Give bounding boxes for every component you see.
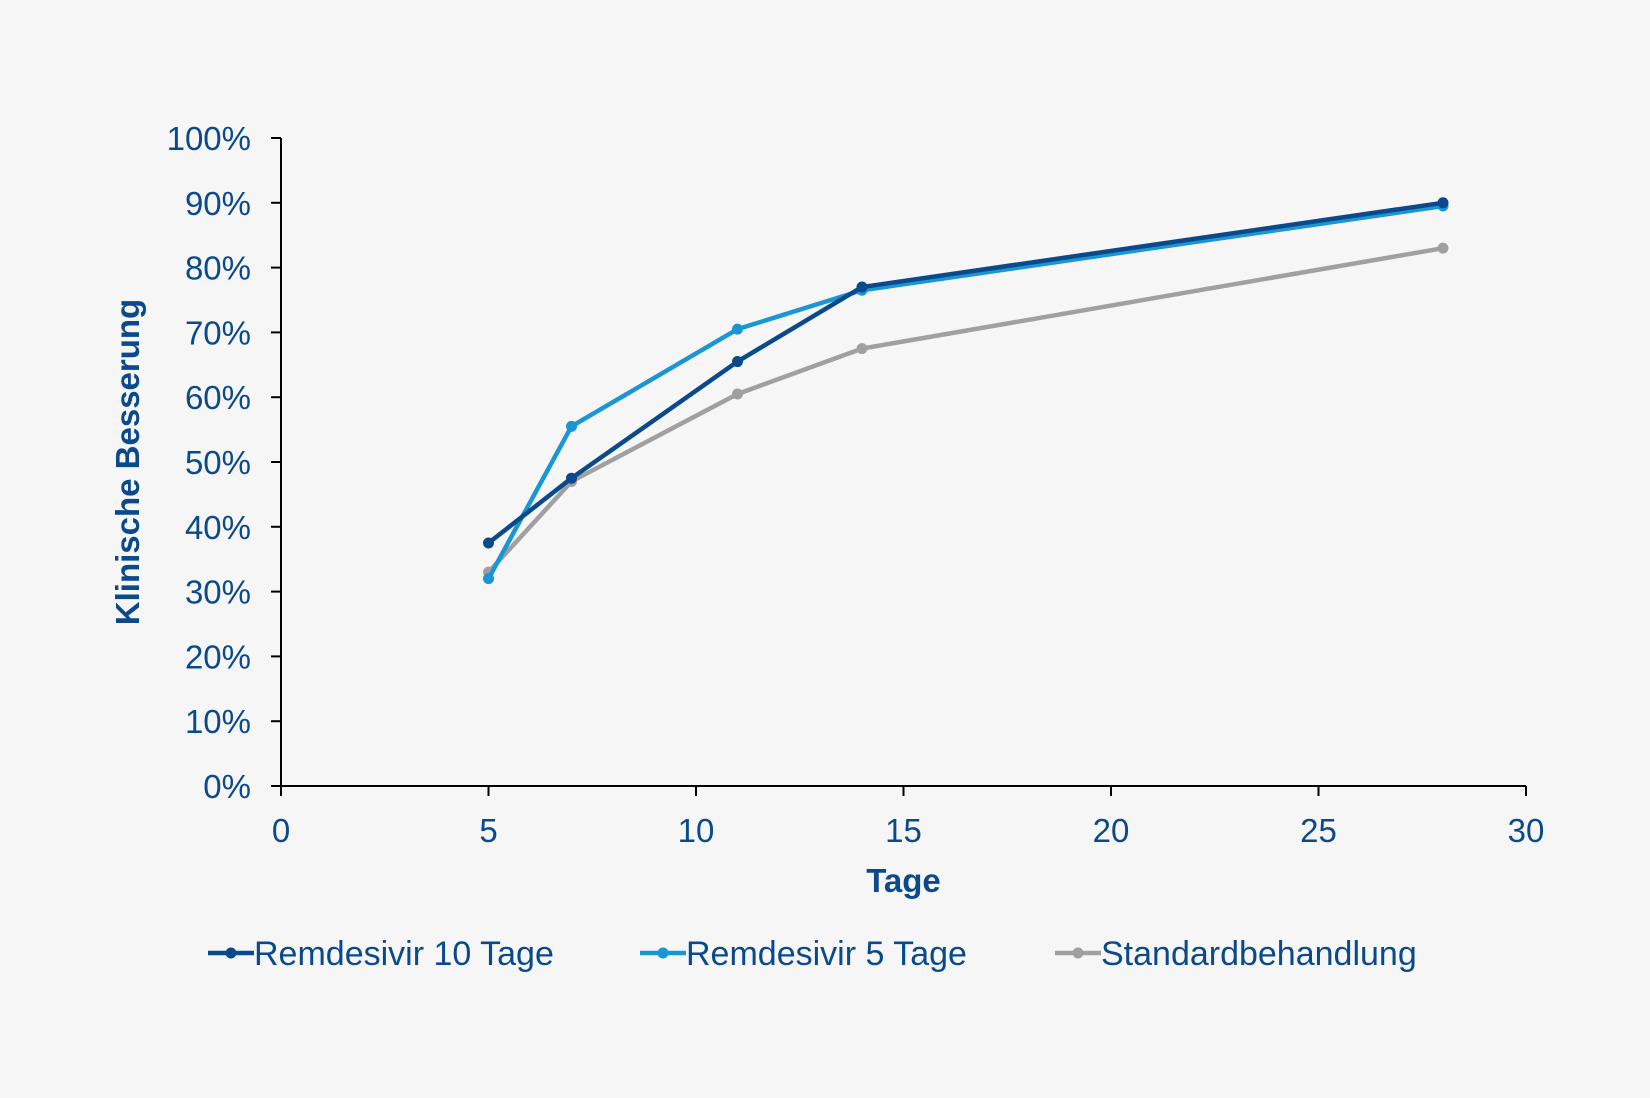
data-point: [483, 537, 494, 549]
legend-item: Standardbehandlung: [1055, 935, 1417, 973]
data-point: [732, 388, 743, 400]
y-axis-title: Klinische Besserung: [109, 299, 146, 625]
x-axis: 0 5 10 15 20 25 30: [272, 785, 1545, 849]
series-line: [486, 203, 1444, 580]
legend: Remdesivir 10 Tage Remdesivir 5 Tage Stand…: [208, 935, 1417, 973]
x-tick-label: 30: [1508, 812, 1545, 849]
series-0: [483, 197, 1449, 549]
y-tick-label: 90%: [185, 185, 251, 222]
x-tick-label: 25: [1300, 812, 1337, 849]
data-point: [483, 573, 494, 585]
x-tick-label: 0: [272, 812, 290, 849]
x-tick-label: 5: [479, 812, 497, 849]
series-line: [486, 245, 1444, 574]
data-point: [566, 420, 577, 432]
legend-swatch-marker: [657, 947, 669, 959]
legend-label: Remdesivir 5 Tage: [686, 935, 967, 973]
x-tick-label: 10: [678, 812, 715, 849]
legend-label: Standardbehandlung: [1101, 935, 1417, 973]
series-line: [487, 200, 1444, 545]
y-tick-label: 70%: [185, 314, 251, 351]
series-2: [483, 242, 1449, 578]
y-tick-label: 30%: [185, 574, 251, 611]
data-point: [1437, 242, 1449, 254]
y-axis: 0% 10% 20% 30% 40% 50% 60% 70% 80% 90% 100%: [167, 120, 282, 805]
y-tick-label: 0%: [203, 768, 251, 805]
y-tick-label: 50%: [185, 444, 251, 481]
data-point: [732, 323, 743, 335]
series-1: [483, 200, 1449, 585]
data-point: [856, 281, 868, 293]
y-tick-label: 80%: [185, 250, 251, 287]
y-tick-label: 100%: [167, 120, 251, 157]
data-point: [1437, 197, 1449, 209]
x-axis-title: Tage: [866, 862, 941, 899]
y-tick-label: 60%: [185, 379, 251, 416]
legend-swatch-marker: [1072, 947, 1084, 959]
legend-item: Remdesivir 10 Tage: [208, 935, 554, 973]
y-tick-label: 40%: [185, 509, 251, 546]
x-tick-label: 20: [1093, 812, 1130, 849]
series-layer: [483, 197, 1449, 585]
data-point: [566, 472, 577, 484]
legend-swatch-marker: [225, 947, 237, 959]
x-tick-label: 15: [885, 812, 922, 849]
y-tick-label: 20%: [185, 638, 251, 675]
data-point: [732, 356, 743, 368]
legend-item: Remdesivir 5 Tage: [640, 935, 967, 973]
data-point: [856, 343, 868, 355]
y-tick-label: 10%: [185, 703, 251, 740]
legend-label: Remdesivir 10 Tage: [254, 935, 554, 973]
